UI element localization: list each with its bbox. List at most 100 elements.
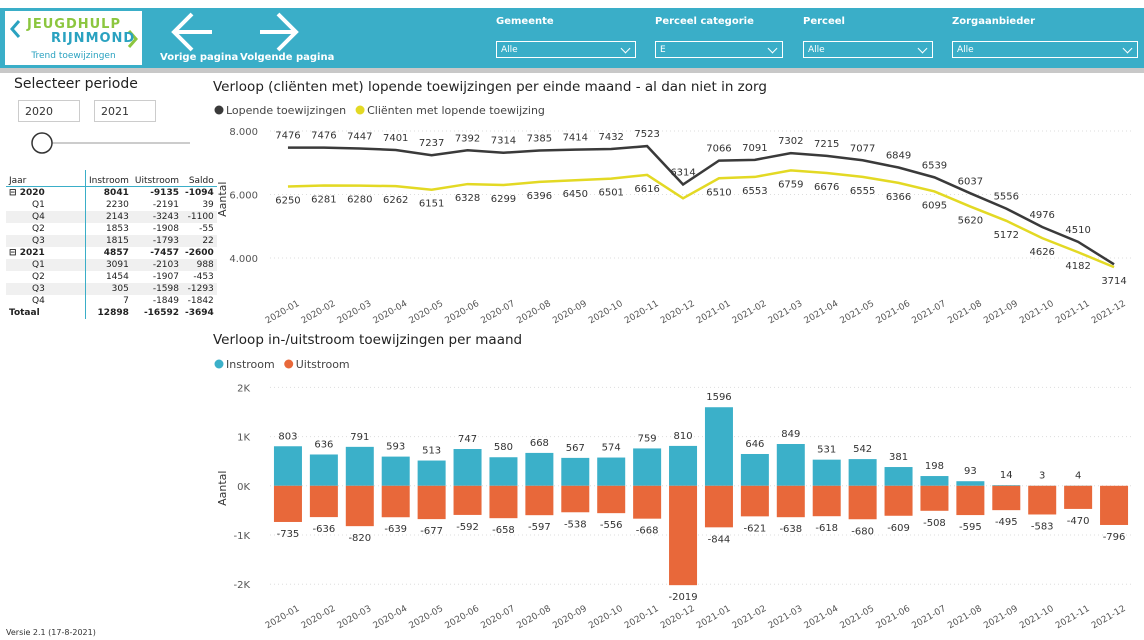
table-cell: 988 <box>182 259 217 271</box>
data-label: 6281 <box>311 195 336 206</box>
data-label: 6396 <box>527 191 552 202</box>
logo-text: JEUGDHULP <box>27 17 121 32</box>
bar <box>633 485 662 519</box>
data-label: 5172 <box>994 230 1019 241</box>
x-tick-label: 2021-06 <box>874 604 912 632</box>
period-slider[interactable] <box>10 130 210 160</box>
cell-text: -1100 <box>187 212 214 222</box>
summary-table: Jaar Instroom Uitstroom Saldo ⊟ 2020 8041 -913… <box>6 170 217 319</box>
data-label: 6151 <box>419 199 444 210</box>
nav-icons <box>171 12 299 52</box>
table-cell: -2600 <box>182 247 217 259</box>
data-label: -680 <box>851 526 874 537</box>
data-label: -638 <box>779 524 802 535</box>
bar <box>992 485 1021 486</box>
data-label: 7401 <box>383 133 408 144</box>
logo-arrows <box>10 20 138 48</box>
next-page[interactable]: Volgende pagina <box>240 52 335 63</box>
filter-dropdown[interactable]: Alle <box>803 41 933 58</box>
data-label: 791 <box>350 432 369 443</box>
filter-dropdown[interactable]: E <box>655 41 783 58</box>
x-tick-label: 2020-01 <box>264 299 302 326</box>
x-tick-label: 2021-05 <box>839 299 877 326</box>
data-label: -658 <box>492 525 515 536</box>
table-row: Totaal 12898 -16592 -3694 <box>6 307 217 319</box>
cell-text: Q3 <box>32 284 45 294</box>
y-tick-label: -1K <box>233 531 250 542</box>
table-cell: Totaal <box>6 307 86 319</box>
legend-swatch <box>214 105 224 115</box>
table-row: ⊟ 2021 4857 -7457 -2600 <box>6 247 217 259</box>
table-cell: -16592 <box>132 307 182 319</box>
table-cell: -1094 <box>182 187 217 200</box>
bar <box>669 485 698 586</box>
bar <box>597 457 626 486</box>
period-title: Selecteer periode <box>14 76 138 92</box>
x-tick-label: 2021-08 <box>946 604 984 632</box>
data-label: 646 <box>745 439 764 450</box>
bar <box>381 485 410 518</box>
table-cell: -453 <box>182 271 217 283</box>
cell-text: 2143 <box>105 212 129 222</box>
bar <box>920 485 949 511</box>
expand-icon[interactable]: ⊟ <box>9 248 20 258</box>
series-line <box>287 169 1115 269</box>
column-header: Instroom <box>85 170 132 187</box>
y-tick-label: 1K <box>237 433 250 444</box>
cell-text: 305 <box>111 284 129 294</box>
bar <box>273 485 302 522</box>
filter-dropdown[interactable]: Alle <box>952 41 1138 58</box>
data-label: -595 <box>959 522 982 533</box>
data-label: 580 <box>494 442 513 453</box>
filter-value: E <box>660 45 666 55</box>
x-tick-label: 2021-03 <box>767 299 805 326</box>
table-cell: Q2 <box>6 223 86 235</box>
bar <box>956 481 985 486</box>
data-label: -508 <box>923 518 946 529</box>
cell-text: -1907 <box>152 272 179 282</box>
x-tick-label: 2020-08 <box>515 604 553 632</box>
table-cell: 22 <box>182 235 217 247</box>
data-label: 668 <box>530 438 549 449</box>
y-tick-label: 0K <box>237 482 250 493</box>
bar <box>633 448 662 486</box>
bar <box>956 485 985 516</box>
data-label: 810 <box>673 431 692 442</box>
bar <box>740 485 769 517</box>
cell-text: -1842 <box>187 296 214 306</box>
table-cell: 12898 <box>86 307 132 319</box>
chart-title: Verloop in-/uitstroom toewijzingen per m… <box>213 332 522 348</box>
data-label: 759 <box>638 433 657 444</box>
x-tick-label: 2020-03 <box>336 604 374 631</box>
cell-text: 2020 <box>19 188 45 198</box>
cell-text: -1793 <box>152 236 179 246</box>
table-cell: 1815 <box>86 235 132 247</box>
legend-swatch <box>214 359 224 369</box>
x-tick-label: 2021-01 <box>695 604 733 631</box>
table-cell: 1853 <box>86 223 132 235</box>
data-label: -621 <box>744 523 767 534</box>
data-label: 7314 <box>491 136 516 147</box>
cell-text: -1908 <box>152 224 179 234</box>
filter-value: Alle <box>501 45 518 55</box>
cell-text: Q3 <box>32 236 45 246</box>
table-cell: -1907 <box>132 271 182 283</box>
table-cell: Q1 <box>6 259 86 271</box>
bar <box>884 467 913 486</box>
x-tick-label: 2020-04 <box>372 299 410 327</box>
x-tick-label: 2020-02 <box>300 299 338 326</box>
column-header: Uitstroom <box>131 170 182 187</box>
filter-dropdown[interactable]: Alle <box>496 41 636 58</box>
year-to[interactable]: 2021 <box>94 100 156 122</box>
filter-value: Alle <box>957 45 974 55</box>
expand-icon[interactable]: ⊟ <box>9 188 20 198</box>
x-tick-label: 2020-01 <box>264 604 302 631</box>
year-from[interactable]: 2020 <box>18 100 80 122</box>
cell-text: -16592 <box>143 308 179 318</box>
prev-page[interactable]: Vorige pagina <box>160 52 239 63</box>
cell-text: Totaal <box>9 308 40 318</box>
cell-text: 7 <box>123 296 129 306</box>
x-tick-label: 2020-02 <box>300 604 338 631</box>
data-label: 7414 <box>563 133 588 144</box>
